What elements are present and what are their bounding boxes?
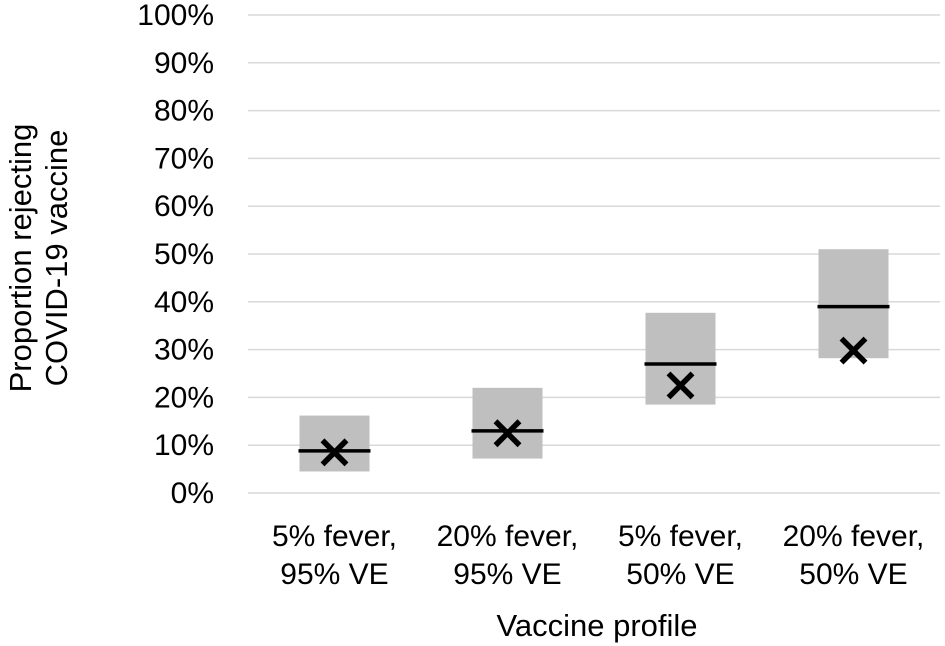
y-tick-label: 40% [154,286,214,319]
x-marker [839,336,868,365]
x-marker [493,419,522,448]
x-category-label: 5% fever, [272,520,397,553]
x-marker-stroke [666,371,695,400]
y-axis-title-line-2: COVID-19 vaccine [39,130,74,387]
y-tick-label: 30% [154,334,214,367]
y-tick-label: 60% [154,190,214,223]
x-category-label: 20% fever, [437,520,579,553]
y-tick-label: 80% [154,95,214,128]
y-tick-label: 10% [154,429,214,462]
x-category-label: 50% VE [799,558,907,591]
y-tick-label: 50% [154,238,214,271]
x-category-labels: 5% fever, 95% VE 20% fever, 95% VE 5% fever,… [272,520,924,591]
x-category-label: 95% VE [453,558,561,591]
x-category-label: 5% fever, [618,520,743,553]
range-box [299,415,370,472]
y-tick-labels: 0% 10% 20% 30% 40% 50% 60% 70% 80% 90% 100% [137,0,214,510]
range-box [818,249,889,359]
y-axis-title-line-1: Proportion rejecting [3,124,38,393]
x-marker [320,438,349,467]
x-marker-stroke [320,438,349,467]
median-lines [298,304,890,453]
x-axis-title: Vaccine profile [496,608,697,643]
x-marker-stroke [493,419,522,448]
x-markers [320,336,868,467]
x-category-label: 20% fever, [783,520,925,553]
range-boxes [299,249,889,472]
y-tick-label: 20% [154,381,214,414]
range-box [645,312,716,405]
y-tick-label: 70% [154,142,214,175]
y-tick-label: 0% [171,477,214,510]
range-box [472,387,543,459]
y-tick-label: 90% [154,47,214,80]
y-tick-label: 100% [137,0,214,32]
x-category-label: 95% VE [280,558,388,591]
x-category-label: 50% VE [626,558,734,591]
x-marker-stroke [839,336,868,365]
x-marker [666,371,695,400]
